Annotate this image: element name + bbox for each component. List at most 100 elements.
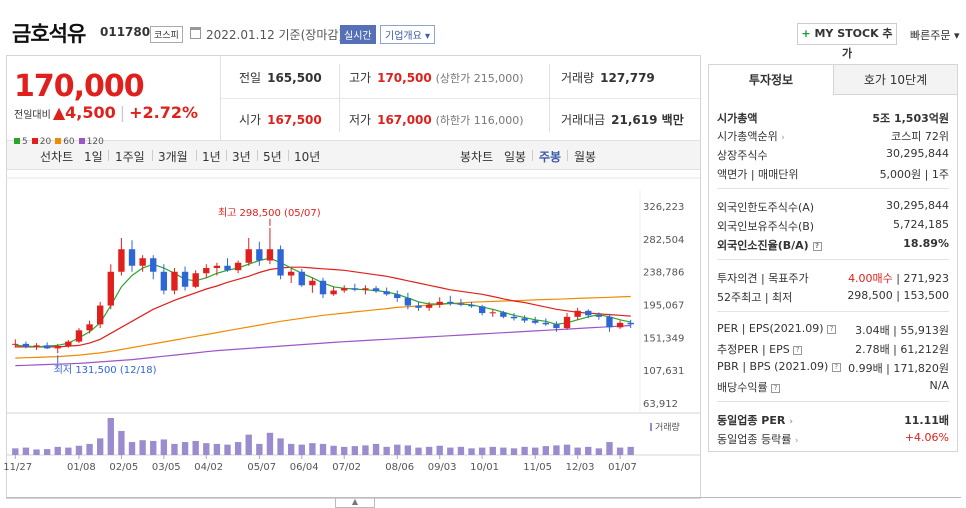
candle-body bbox=[521, 318, 528, 321]
par-value-row: 액면가 | 매매단위 5,000원 | 1주 bbox=[717, 168, 949, 181]
candle-body bbox=[553, 324, 560, 329]
candle-body bbox=[404, 298, 412, 306]
collapse-button[interactable]: ▲ bbox=[335, 497, 375, 508]
volume-bar bbox=[468, 448, 475, 455]
tab-order-book[interactable]: 호가 10단계 bbox=[833, 65, 957, 95]
candle-body bbox=[192, 273, 199, 287]
volume-bar bbox=[574, 447, 581, 455]
candle-body bbox=[616, 322, 624, 328]
candle-body bbox=[595, 315, 603, 317]
help-icon[interactable]: ? bbox=[771, 383, 781, 393]
candle-body bbox=[415, 305, 422, 308]
x-tick-label: 09/03 bbox=[428, 462, 457, 473]
x-tick-label: 12/03 bbox=[566, 462, 595, 473]
volume-bar bbox=[394, 444, 401, 455]
volume-bar bbox=[489, 446, 496, 455]
candle-body bbox=[457, 303, 465, 305]
volume-bar bbox=[224, 444, 231, 455]
candle-body bbox=[33, 345, 40, 347]
volume: 거래량 127,779 bbox=[561, 71, 655, 85]
candle-body bbox=[181, 271, 189, 287]
market-cap-rank-row: 시가총액순위 › 코스피 72위 bbox=[717, 130, 949, 143]
volume-bar bbox=[97, 438, 104, 455]
help-icon[interactable]: ? bbox=[827, 324, 837, 334]
calendar-icon bbox=[190, 27, 201, 39]
chevron-down-icon: ▾ bbox=[425, 31, 431, 42]
candle-body bbox=[330, 290, 337, 295]
market-cap-row: 시가총액 5조 1,503억원 bbox=[717, 112, 949, 125]
period-1y[interactable]: 1년 bbox=[202, 150, 221, 164]
volume-bar bbox=[150, 440, 157, 455]
open-price: 시가 167,500 bbox=[239, 113, 322, 127]
change-rate: +2.72% bbox=[129, 103, 199, 122]
candle-body bbox=[500, 312, 507, 317]
period-1w[interactable]: 1주일 bbox=[115, 150, 145, 164]
chevron-down-icon: ▾ bbox=[953, 29, 960, 42]
listed-shares-row: 상장주식수 30,295,844 bbox=[717, 147, 949, 162]
stock-chart[interactable]: 326,223 282,504 238,786 195,067 151,349 107,6… bbox=[0, 0, 700, 480]
volume-bar bbox=[341, 446, 348, 455]
help-icon[interactable]: ? bbox=[812, 241, 822, 251]
period-1d[interactable]: 1일 bbox=[84, 150, 103, 164]
volume-bar bbox=[521, 446, 528, 455]
price-change: 전일대비 ▲4,500 | +2.72% bbox=[14, 103, 199, 122]
volume-bar bbox=[266, 432, 274, 455]
price-stats: 전일 165,500 고가 170,500 (상한가 215,000) 거래량 127… bbox=[221, 56, 702, 140]
x-tick-label: 07/02 bbox=[332, 462, 361, 473]
my-stock-add-button[interactable]: + MY STOCK 추가 bbox=[797, 23, 897, 60]
candle-body bbox=[542, 322, 549, 325]
volume-bar bbox=[287, 443, 295, 455]
volume-bar bbox=[425, 446, 433, 455]
period-10y[interactable]: 10년 bbox=[294, 150, 321, 164]
help-icon[interactable]: ? bbox=[793, 345, 803, 355]
volume-bar bbox=[510, 448, 518, 455]
period-3m[interactable]: 3개월 bbox=[158, 150, 188, 164]
candle-body bbox=[128, 249, 136, 266]
candle-body bbox=[532, 320, 539, 323]
volume-bar bbox=[404, 445, 412, 455]
volume-bar bbox=[33, 449, 40, 455]
x-tick-label: 03/05 bbox=[152, 462, 181, 473]
info-tabs: 투자정보 호가 10단계 bbox=[709, 65, 957, 95]
quick-order-button[interactable]: 빠른주문 ▾ bbox=[910, 29, 960, 42]
plus-icon: + bbox=[801, 27, 811, 40]
chevron-right-icon: › bbox=[781, 133, 785, 143]
tab-investment-info[interactable]: 투자정보 bbox=[709, 65, 833, 95]
price-summary: 170,000 전일대비 ▲4,500 | +2.72% bbox=[7, 56, 221, 140]
candle-body bbox=[12, 343, 19, 345]
x-tick-label: 05/07 bbox=[247, 462, 276, 473]
candle-body bbox=[627, 322, 634, 325]
help-icon[interactable]: ? bbox=[831, 362, 841, 372]
investment-info-panel: 투자정보 호가 10단계 시가총액 5조 1,503억원 시가총액순위 › 코스피 … bbox=[708, 64, 958, 452]
company-profile-button[interactable]: 기업개요 ▾ bbox=[380, 25, 436, 44]
legend-ma120: 120 bbox=[75, 137, 104, 147]
est-per-row: 추정PER | EPS ? 2.78배 | 61,212원 bbox=[717, 343, 949, 356]
volume-bar bbox=[362, 445, 369, 455]
volume-bar bbox=[256, 443, 263, 455]
candle-body bbox=[171, 271, 178, 291]
per-row: PER | EPS(2021.09) ? 3.04배 | 55,913원 bbox=[717, 322, 949, 337]
volume-bar bbox=[234, 442, 242, 455]
volume-bar bbox=[181, 442, 189, 455]
candle-body bbox=[489, 312, 496, 314]
volume-bar bbox=[203, 443, 210, 455]
candle-body bbox=[75, 330, 83, 342]
candle-body bbox=[43, 345, 51, 349]
candle-weekly[interactable]: 주봉 bbox=[539, 150, 562, 164]
candle-body bbox=[86, 324, 93, 331]
candle-monthly[interactable]: 월봉 bbox=[574, 150, 597, 164]
realtime-button[interactable]: 실시간 bbox=[340, 25, 376, 44]
ma120-line bbox=[15, 324, 631, 367]
week52-row: 52주최고 | 최저 298,500 | 153,500 bbox=[717, 289, 949, 304]
volume-bar bbox=[65, 447, 72, 455]
volume-bar bbox=[245, 434, 252, 455]
period-5y[interactable]: 5년 bbox=[263, 150, 282, 164]
low-annotation: 최저 131,500 (12/18) bbox=[54, 364, 157, 376]
volume-bar bbox=[383, 446, 390, 455]
chart-legend: 5 20 60 120 bbox=[10, 137, 104, 147]
period-selector: 선차트 1일 1주일 3개월 1년 3년 5년 10년 봉차트 일봉 주봉 월봉 bbox=[7, 140, 700, 170]
period-3y[interactable]: 3년 bbox=[232, 150, 251, 164]
x-tick-label: 11/05 bbox=[523, 462, 552, 473]
high-price: 고가 170,500 (상한가 215,000) bbox=[349, 71, 524, 85]
candle-daily[interactable]: 일봉 bbox=[504, 150, 527, 164]
